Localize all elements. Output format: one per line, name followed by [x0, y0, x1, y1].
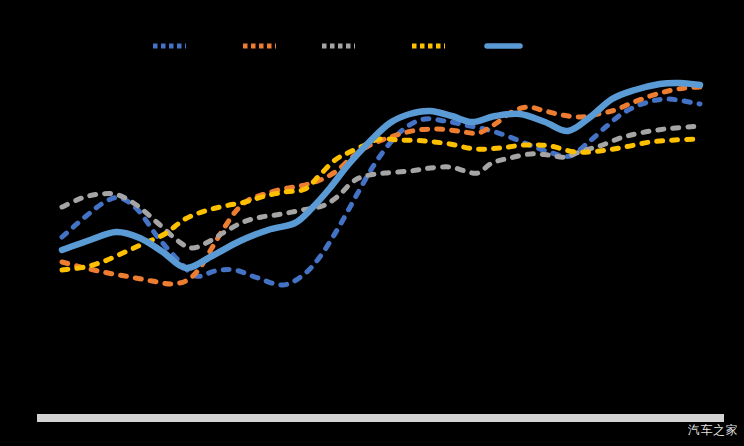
x-axis-bar [37, 414, 724, 422]
chart-image: 汽车之家 [0, 0, 744, 446]
series-line-orange [62, 87, 700, 284]
watermark-text: 汽车之家 [688, 422, 738, 439]
series-line-light-blue [62, 83, 700, 268]
chart-canvas [0, 0, 744, 446]
chart-series [62, 83, 700, 285]
series-line-gray [62, 126, 700, 248]
